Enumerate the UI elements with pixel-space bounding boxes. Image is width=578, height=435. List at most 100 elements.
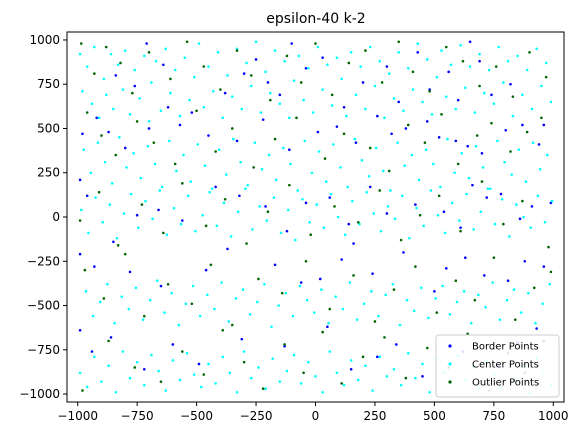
legend: Border Points Center Points Outlier Points (435, 334, 560, 398)
data-point (162, 63, 165, 67)
data-point (440, 113, 443, 116)
data-point (171, 343, 175, 346)
data-point (94, 196, 97, 199)
data-point (288, 183, 291, 187)
data-point (474, 144, 478, 148)
data-point (135, 213, 139, 217)
data-point (85, 65, 89, 68)
data-point (89, 171, 93, 175)
data-point (429, 189, 433, 192)
data-point (120, 295, 123, 298)
data-point (335, 125, 339, 129)
data-point (473, 111, 477, 114)
data-point (290, 42, 294, 45)
data-point (467, 176, 471, 180)
data-point (141, 318, 145, 321)
data-point (259, 111, 263, 114)
data-point (523, 259, 527, 263)
y-tick-label: −500 (27, 299, 60, 313)
data-point (381, 169, 385, 173)
data-point (353, 137, 357, 141)
data-point (527, 291, 530, 295)
data-point (93, 45, 96, 49)
data-point (167, 139, 171, 143)
data-point (371, 389, 374, 392)
data-point (152, 141, 156, 144)
legend-marker (448, 380, 452, 384)
data-point (418, 213, 422, 217)
data-point (434, 297, 437, 300)
data-point (209, 263, 213, 267)
data-point (404, 127, 408, 130)
data-point (206, 293, 209, 297)
data-point (379, 229, 383, 233)
data-point (107, 364, 110, 368)
data-point (82, 148, 85, 152)
data-point (460, 151, 464, 155)
data-point (430, 113, 434, 116)
data-point (292, 79, 296, 82)
x-tick-label: −500 (180, 409, 213, 423)
data-point (326, 325, 329, 329)
data-point (390, 132, 393, 136)
data-point (314, 375, 317, 378)
data-point (305, 298, 309, 302)
data-point (512, 288, 516, 291)
data-point (436, 213, 440, 217)
data-point (93, 355, 96, 359)
data-point (181, 182, 184, 185)
data-point (367, 174, 371, 178)
data-point (181, 350, 184, 353)
data-point (286, 208, 290, 212)
y-tick-label: −250 (27, 254, 60, 268)
data-point (530, 205, 534, 208)
data-point (246, 183, 250, 187)
data-point (116, 244, 120, 247)
data-point (330, 93, 334, 97)
data-point (416, 42, 420, 45)
data-point (378, 59, 382, 63)
data-point (547, 245, 550, 249)
data-point (226, 247, 229, 251)
y-tick-label: −1000 (19, 387, 60, 401)
data-point (509, 150, 512, 153)
data-point (417, 178, 421, 182)
data-point (203, 164, 207, 167)
data-point (522, 215, 525, 219)
data-point (462, 290, 466, 293)
data-point (542, 123, 546, 127)
data-point (511, 114, 515, 118)
data-point (116, 63, 120, 67)
data-point (128, 113, 132, 116)
data-point (147, 127, 151, 130)
data-point (532, 286, 536, 290)
data-point (412, 309, 416, 313)
data-point (157, 208, 160, 212)
data-point (352, 274, 355, 277)
data-point (313, 311, 316, 314)
data-point (178, 123, 182, 127)
data-point (364, 364, 367, 368)
data-point (274, 178, 278, 182)
data-point (408, 236, 411, 240)
data-point (541, 302, 544, 306)
data-point (440, 49, 443, 52)
data-point (148, 298, 152, 302)
data-point (221, 329, 225, 332)
data-point (543, 221, 547, 224)
data-point (542, 265, 546, 268)
data-point (444, 45, 448, 49)
data-point (100, 380, 103, 383)
y-tick-label: 500 (37, 121, 60, 135)
data-point (370, 290, 373, 293)
data-point (85, 111, 89, 114)
data-point (349, 367, 353, 371)
data-point (85, 385, 89, 389)
data-point (151, 217, 154, 221)
data-point (139, 176, 143, 180)
data-point (273, 137, 277, 141)
legend-items: Border Points Center Points Outlier Points (448, 342, 539, 389)
y-tick-label: 0 (52, 210, 60, 224)
data-point (364, 49, 367, 52)
data-point (464, 256, 467, 260)
